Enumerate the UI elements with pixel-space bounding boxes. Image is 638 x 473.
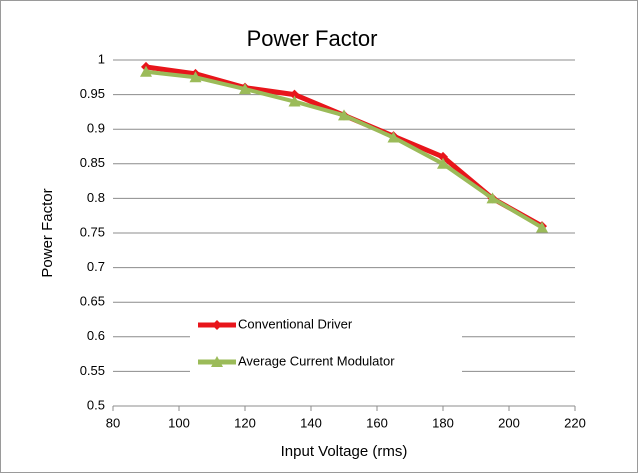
y-tick-label: 0.75 <box>80 224 105 239</box>
marker <box>189 71 202 83</box>
y-tick-label: 0.7 <box>87 259 105 274</box>
y-tick-label: 1 <box>98 51 105 66</box>
x-tick-label: 180 <box>432 415 454 430</box>
marker <box>486 192 499 204</box>
y-tick-label: 0.65 <box>80 294 105 309</box>
x-tick-label: 220 <box>564 415 586 430</box>
marker <box>211 356 223 367</box>
x-tick-label: 200 <box>498 415 520 430</box>
marker <box>387 131 400 143</box>
x-tick-label: 80 <box>106 415 120 430</box>
x-tick-label: 100 <box>168 415 190 430</box>
y-tick-label: 0.5 <box>87 397 105 412</box>
marker <box>536 221 548 233</box>
y-tick-label: 0.55 <box>80 363 105 378</box>
legend-box <box>190 310 462 378</box>
legend-label: Conventional Driver <box>238 316 353 331</box>
y-tick-label: 0.95 <box>80 86 105 101</box>
chart-title: Power Factor <box>247 26 378 51</box>
x-tick-label: 160 <box>366 415 388 430</box>
marker <box>288 95 301 107</box>
marker <box>289 89 300 100</box>
marker <box>212 320 222 330</box>
x-tick-label: 120 <box>234 415 256 430</box>
y-axis-label: Power Factor <box>39 188 56 277</box>
marker <box>438 151 448 162</box>
x-tick-label: 140 <box>300 415 322 430</box>
y-tick-label: 0.6 <box>87 328 105 343</box>
marker <box>338 109 350 121</box>
marker <box>239 83 251 95</box>
y-tick-label: 0.8 <box>87 190 105 205</box>
marker <box>437 157 449 169</box>
marker <box>140 65 152 77</box>
x-axis-label: Input Voltage (rms) <box>281 443 408 460</box>
y-tick-label: 0.85 <box>80 155 105 170</box>
y-tick-label: 0.9 <box>87 121 105 136</box>
legend-label: Average Current Modulator <box>238 353 395 368</box>
